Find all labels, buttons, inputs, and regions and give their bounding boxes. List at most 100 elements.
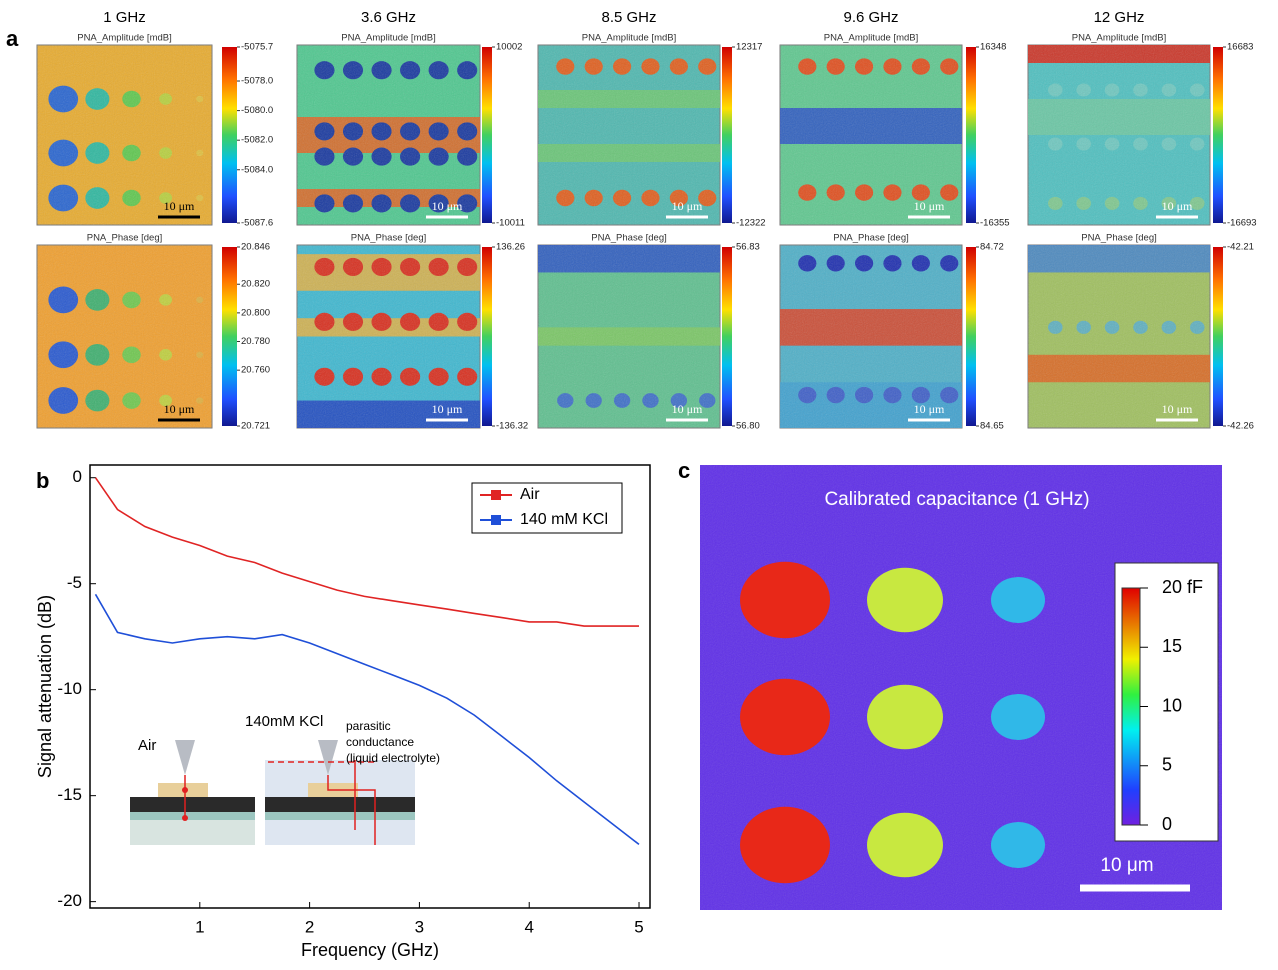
x-tick-label: 4 — [524, 917, 533, 936]
legend-label: Air — [520, 486, 540, 503]
colorbar — [482, 247, 492, 426]
x-tick-label: 2 — [305, 917, 314, 936]
colorbar-tick-label: 16348 — [980, 42, 1006, 53]
scale-bar-label: 10 μm — [1100, 855, 1153, 876]
map-title: PNA_Amplitude [mdB] — [77, 33, 172, 44]
scale-bar-label: 10 μm — [672, 402, 703, 416]
inset-label: parasitic — [346, 719, 391, 733]
scale-bar-label: 10 μm — [1162, 402, 1193, 416]
colorbar-tick-label: -136.32 — [496, 421, 528, 432]
frequency-label: 1 GHz — [103, 9, 146, 26]
map-title: PNA_Amplitude [mdB] — [582, 33, 677, 44]
capacitance-dot — [867, 812, 943, 878]
map-title: PNA_Phase [deg] — [351, 233, 427, 244]
colorbar-tick-label: 0 — [1162, 814, 1172, 834]
series-line — [94, 477, 639, 627]
inset-schematic — [130, 740, 415, 845]
panel-b: 0 -5 -10 -15 -20 1 2 3 4 5 Frequency (GHz) Signal a… — [35, 464, 651, 960]
capacitance-dot — [740, 561, 830, 639]
y-tick-label: 0 — [73, 467, 82, 486]
colorbar-tick-label: 84.65 — [980, 421, 1004, 432]
panel-a: 1 GHz PNA_Amplitude [mdB] 10 μm -5075.7 -507… — [36, 9, 1257, 432]
colorbar-tick-label: -5078.0 — [241, 76, 273, 87]
capacitance-dot — [991, 577, 1045, 623]
scale-bar-label: 10 μm — [914, 402, 945, 416]
colorbar-tick-label: 20 fF — [1162, 577, 1203, 597]
colorbar-tick-label: -5080.0 — [241, 105, 273, 116]
frequency-label: 3.6 GHz — [361, 9, 416, 26]
colorbar-tick-label: 20.721 — [241, 421, 270, 432]
scale-bar-label: 10 μm — [1162, 199, 1193, 213]
capacitance-dot — [991, 822, 1045, 868]
colorbar-tick-label: 5 — [1162, 755, 1172, 775]
map-title: PNA_Phase [deg] — [87, 233, 163, 244]
series-line — [94, 593, 640, 846]
map-title: PNA_Amplitude [mdB] — [824, 33, 919, 44]
map-noise — [297, 45, 480, 225]
colorbar-tick-label: -5075.7 — [241, 42, 273, 53]
legend-label: 140 mM KCl — [520, 511, 608, 528]
colorbar-tick-label: 20.780 — [241, 336, 270, 347]
scale-bar-label: 10 μm — [672, 199, 703, 213]
legend-marker — [491, 515, 501, 525]
colorbar-tick-label: -12322 — [736, 218, 766, 229]
colorbar — [966, 47, 976, 223]
y-axis-title: Signal attenuation (dB) — [35, 595, 55, 778]
colorbar — [1121, 587, 1141, 826]
y-tick-label: -5 — [67, 573, 82, 592]
capacitance-dot — [991, 694, 1045, 740]
map-noise — [1028, 45, 1210, 225]
inset-label: conductance — [346, 735, 414, 749]
colorbar-tick-label: -5087.6 — [241, 218, 273, 229]
colorbar-tick-label: -16693 — [1227, 218, 1257, 229]
scale-bar-label: 10 μm — [164, 199, 195, 213]
map-title: PNA_Amplitude [mdB] — [1072, 33, 1167, 44]
inset-label: 140mM KCl — [245, 713, 323, 730]
colorbar — [722, 47, 732, 223]
map-noise — [780, 45, 962, 225]
map-title: PNA_Phase [deg] — [833, 233, 909, 244]
y-tick-label: -15 — [57, 785, 82, 804]
capacitance-dot — [867, 567, 943, 633]
colorbar-tick-label: 20.760 — [241, 365, 270, 376]
colorbar-tick-label: 20.800 — [241, 307, 270, 318]
map-title: PNA_Phase [deg] — [591, 233, 667, 244]
x-tick-label: 1 — [195, 917, 204, 936]
colorbar-tick-label: 16683 — [1227, 42, 1253, 53]
frequency-label: 8.5 GHz — [601, 9, 656, 26]
colorbar-tick-label: 56.80 — [736, 421, 760, 432]
scale-bar-label: 10 μm — [164, 402, 195, 416]
colorbar-tick-label: 15 — [1162, 636, 1182, 656]
map-noise — [37, 245, 212, 428]
map-noise — [297, 245, 480, 428]
colorbar-tick-label: -42.26 — [1227, 421, 1254, 432]
colorbar-tick-label: 56.83 — [736, 242, 760, 253]
panel-label: b — [36, 468, 49, 493]
inset-label: (liquid electrolyte) — [346, 751, 440, 765]
colorbar — [222, 247, 237, 426]
capacitance-dot — [867, 684, 943, 750]
colorbar — [1213, 247, 1223, 426]
capacitance-dot — [740, 678, 830, 756]
panel-c: Calibrated capacitance (1 GHz) 0 5 10 15 20 f… — [700, 465, 1222, 910]
x-axis-title: Frequency (GHz) — [301, 940, 439, 960]
map-noise — [538, 45, 720, 225]
map-title: PNA_Phase [deg] — [1081, 233, 1157, 244]
colorbar-tick-label: 10002 — [496, 42, 522, 53]
legend-marker — [491, 490, 501, 500]
panel-label: c — [678, 458, 690, 483]
map-title: Calibrated capacitance (1 GHz) — [824, 489, 1089, 510]
y-tick-label: -10 — [57, 679, 82, 698]
x-tick-label: 5 — [634, 917, 643, 936]
map-noise — [37, 45, 212, 225]
colorbar-tick-label: -16355 — [980, 218, 1010, 229]
panel-label: a — [6, 26, 19, 51]
map-noise — [1028, 245, 1210, 428]
colorbar — [222, 47, 237, 223]
scale-bar-label: 10 μm — [432, 199, 463, 213]
colorbar-tick-label: -10011 — [496, 218, 525, 229]
colorbar-tick-label: 20.846 — [241, 242, 270, 253]
capacitance-dot — [740, 806, 830, 884]
map-title: PNA_Amplitude [mdB] — [341, 33, 436, 44]
